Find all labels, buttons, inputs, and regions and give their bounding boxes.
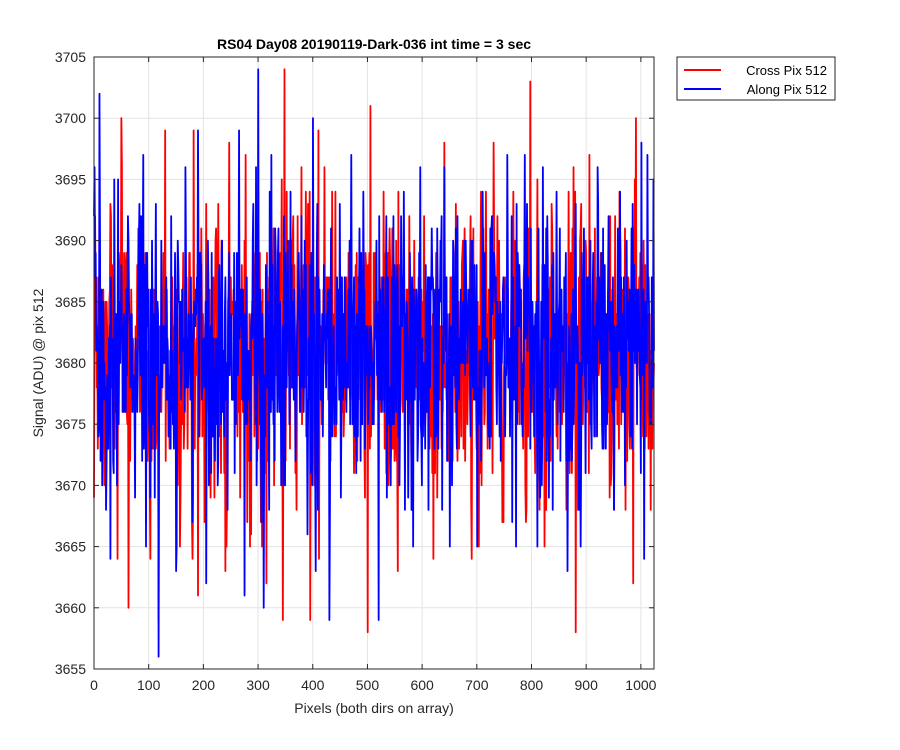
y-tick-labels: 3655 3660 3665 3670 3675 3680 3685 3690 3695 3700… [55,49,86,677]
x-tick-label: 0 [90,677,98,693]
x-tick-label: 1000 [625,677,656,693]
chart-title: RS04 Day08 20190119-Dark-036 int time = … [217,36,531,52]
series-line-along-pix-512 [93,68,655,658]
y-tick-label: 3680 [55,355,86,371]
x-tick-label: 600 [410,677,434,693]
y-tick-label: 3700 [55,110,86,126]
y-tick-label: 3705 [55,49,86,65]
legend: Cross Pix 512 Along Pix 512 [676,56,836,101]
x-tick-label: 300 [246,677,270,693]
x-tick-label: 800 [520,677,544,693]
legend-box [676,56,836,101]
x-axis-label: Pixels (both dirs on array) [294,700,454,716]
y-tick-label: 3655 [55,661,86,677]
y-tick-label: 3675 [55,416,86,432]
series-layer [93,68,655,658]
x-tick-label: 500 [356,677,380,693]
x-tick-labels: 0 100 200 300 400 500 600 700 800 900 1000 [90,677,657,693]
x-tick-label: 700 [465,677,489,693]
y-tick-label: 3660 [55,600,86,616]
tick-marks [93,56,654,670]
x-tick-label: 100 [137,677,161,693]
y-axis-label: Signal (ADU) @ pix 512 [30,288,46,437]
x-tick-label: 200 [192,677,216,693]
y-tick-label: 3695 [55,171,86,187]
legend-label-along: Along Pix 512 [747,82,827,97]
y-tick-label: 3665 [55,539,86,555]
x-tick-label: 900 [575,677,599,693]
y-tick-label: 3690 [55,233,86,249]
x-tick-label: 400 [301,677,325,693]
y-tick-label: 3685 [55,294,86,310]
legend-label-cross: Cross Pix 512 [746,63,827,78]
y-tick-label: 3670 [55,477,86,493]
